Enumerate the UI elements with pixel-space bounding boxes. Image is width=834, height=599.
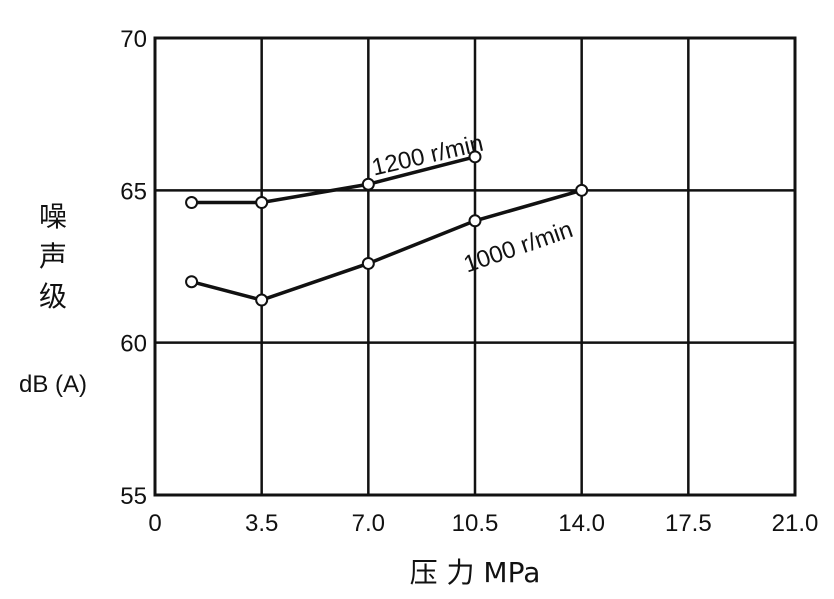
x-tick-labels: 0 3.5 7.0 10.5 14.0 17.5 21.0 <box>148 510 818 537</box>
y-tick-label-3: 70 <box>120 26 147 53</box>
series-1-point-4 <box>575 183 589 197</box>
ylabel-char-3: 级 <box>39 280 67 313</box>
x-tick-label-2: 7.0 <box>352 510 385 537</box>
y-tick-label-2: 65 <box>120 178 147 205</box>
series-1-point-3 <box>468 214 482 228</box>
series-line-0 <box>191 155 476 205</box>
ylabel-unit: dB (A) <box>19 371 87 398</box>
series-label-0: 1200 r/min <box>369 130 486 182</box>
series-1-point-1 <box>255 293 269 307</box>
y-tick-label-0: 55 <box>120 483 147 510</box>
x-tick-label-1: 3.5 <box>245 510 278 537</box>
x-tick-label-3: 10.5 <box>452 510 499 537</box>
y-tick-label-1: 60 <box>120 331 147 358</box>
ylabel-char-1: 噪 <box>39 200 67 233</box>
x-tick-label-4: 14.0 <box>558 510 605 537</box>
plot-frame <box>153 36 797 497</box>
y-tick-labels: 55 60 65 70 <box>120 26 147 510</box>
series-1-point-2 <box>361 256 375 270</box>
ylabel-char-2: 声 <box>39 240 67 273</box>
series-1-point-0 <box>185 275 199 289</box>
x-tick-label-5: 17.5 <box>665 510 712 537</box>
series-0-point-3 <box>468 150 482 164</box>
x-tick-label-0: 0 <box>148 510 161 537</box>
series-0-point-2 <box>361 177 375 191</box>
x-tick-label-6: 21.0 <box>772 510 819 537</box>
x-axis-title: 压 力 MPa <box>410 556 541 589</box>
series-0-point-0 <box>185 196 199 210</box>
series-0-point-1 <box>255 196 269 210</box>
